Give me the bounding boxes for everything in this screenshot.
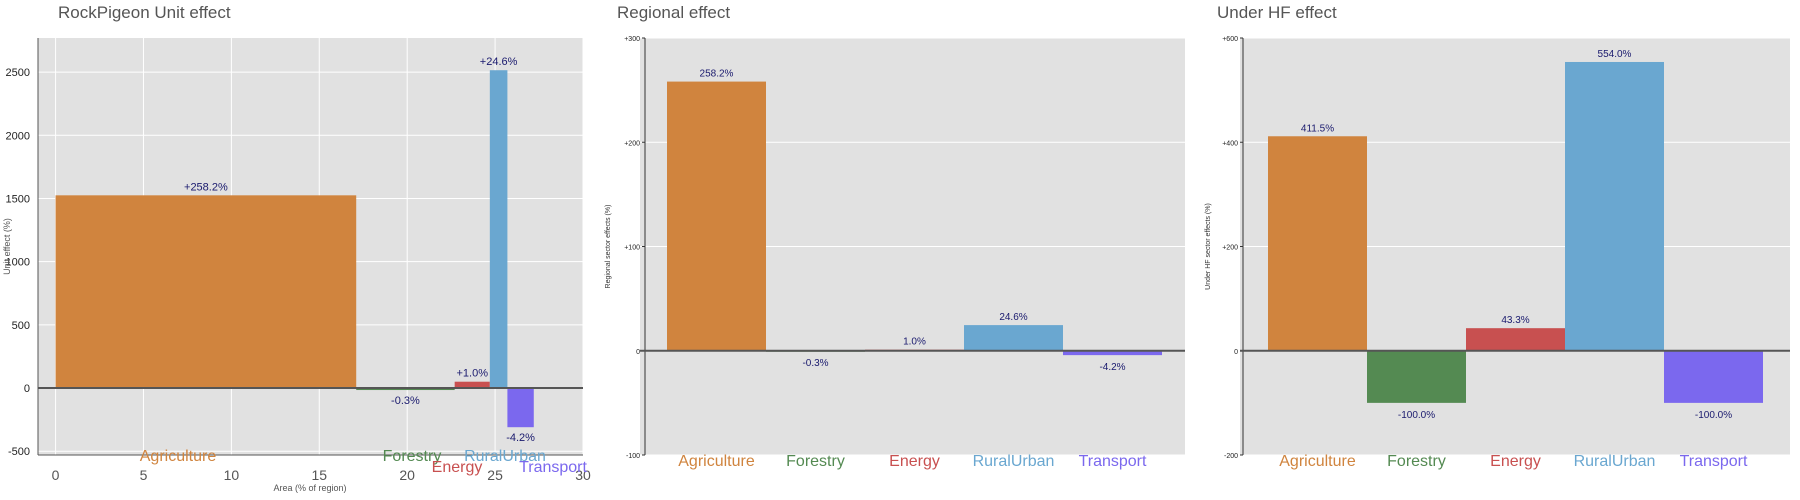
underhf-category-label: Transport: [1680, 453, 1748, 470]
regional-bar-ruralurban: [964, 325, 1063, 351]
unit-category-label: RuralUrban: [464, 448, 546, 465]
underhf-value-label: -100.0%: [1398, 410, 1435, 421]
regional-bar-agriculture: [667, 81, 766, 351]
regional-y-axis-label: Regional sector effects (%): [605, 205, 612, 289]
underhf-y-tick-label: +200: [1222, 245, 1238, 252]
unit-value-label: +1.0%: [456, 368, 488, 380]
regional-category-label: Transport: [1079, 453, 1147, 470]
underhf-y-axis-label: Under HF sector effects (%): [1205, 203, 1212, 290]
regional-value-label: -0.3%: [802, 358, 828, 369]
unit-bar-transport: [507, 388, 534, 428]
underhf-bar-ruralurban: [1565, 61, 1664, 351]
unit-y-tick-label: 500: [12, 320, 30, 332]
regional-y-tick-label: +100: [624, 245, 640, 252]
regional-category-label: Forestry: [786, 453, 845, 470]
underhf-value-label: 554.0%: [1598, 49, 1632, 60]
unit-value-label: -4.2%: [506, 432, 535, 444]
regional-y-tick-label: +200: [624, 140, 640, 147]
underhf-y-tick-label: -200: [1224, 453, 1238, 460]
unit-category-label: Transport: [519, 459, 587, 476]
unit-chart-title: RockPigeon Unit effect: [58, 3, 231, 22]
underhf-value-label: 43.3%: [1501, 315, 1529, 326]
unit-y-axis-label: Unit effect (%): [2, 218, 12, 275]
underhf-bar-transport: [1664, 350, 1763, 403]
underhf-category-label: Energy: [1490, 453, 1541, 470]
unit-value-label: +258.2%: [184, 181, 228, 193]
unit-y-tick-label: 0: [24, 383, 30, 395]
underhf-y-tick-label: +600: [1222, 36, 1238, 43]
unit-x-tick-label: 15: [312, 467, 328, 483]
underhf-category-label: Forestry: [1387, 453, 1446, 470]
unit-x-tick-label: 30: [575, 467, 591, 483]
regional-category-label: Energy: [889, 453, 940, 470]
regional-value-label: 24.6%: [999, 312, 1027, 323]
regional-category-label: RuralUrban: [973, 453, 1055, 470]
unit-y-tick-label: -500: [8, 446, 30, 458]
regional-chart-title: Regional effect: [617, 3, 731, 22]
unit-x-axis-label: Area (% of region): [273, 483, 346, 493]
unit-category-label: Agriculture: [140, 448, 217, 465]
unit-y-tick-label: 2000: [6, 130, 30, 142]
unit-x-tick-label: 20: [399, 467, 415, 483]
unit-bar-energy: [454, 381, 490, 389]
unit-y-tick-label: 1000: [6, 257, 30, 269]
regional-y-tick-label: 0: [636, 349, 640, 356]
underhf-bar-energy: [1466, 328, 1565, 351]
regional-y-tick-label: +300: [624, 36, 640, 43]
unit-x-tick-label: 0: [52, 467, 60, 483]
regional-y-tick-label: -100: [626, 453, 640, 460]
unit-category-label: Energy: [432, 459, 483, 476]
regional-value-label: -4.2%: [1099, 362, 1125, 373]
unit-y-tick-label: 2500: [6, 67, 30, 79]
underhf-y-tick-label: 0: [1234, 349, 1238, 356]
underhf-y-tick-label: +400: [1222, 140, 1238, 147]
unit-x-tick-label: 25: [487, 467, 503, 483]
regional-category-label: Agriculture: [678, 453, 755, 470]
unit-x-tick-label: 5: [140, 467, 148, 483]
unit-category-label: Forestry: [383, 448, 442, 465]
unit-bar-agriculture: [55, 195, 357, 389]
underhf-category-label: Agriculture: [1279, 453, 1356, 470]
underhf-value-label: 411.5%: [1301, 123, 1334, 134]
regional-bar-transport: [1063, 350, 1162, 356]
underhf-value-label: -100.0%: [1695, 410, 1732, 421]
unit-x-tick-label: 10: [224, 467, 240, 483]
unit-bar-ruralurban: [489, 70, 508, 389]
regional-value-label: 258.2%: [700, 69, 734, 80]
unit-value-label: +24.6%: [480, 56, 518, 68]
underhf-bar-agriculture: [1268, 136, 1367, 351]
underhf-bar-forestry: [1367, 350, 1466, 403]
unit-value-label: -0.3%: [391, 395, 420, 407]
underhf-category-label: RuralUrban: [1574, 453, 1656, 470]
regional-value-label: 1.0%: [903, 337, 926, 348]
underhf-chart-title: Under HF effect: [1217, 3, 1337, 22]
unit-y-tick-label: 1500: [6, 193, 30, 205]
